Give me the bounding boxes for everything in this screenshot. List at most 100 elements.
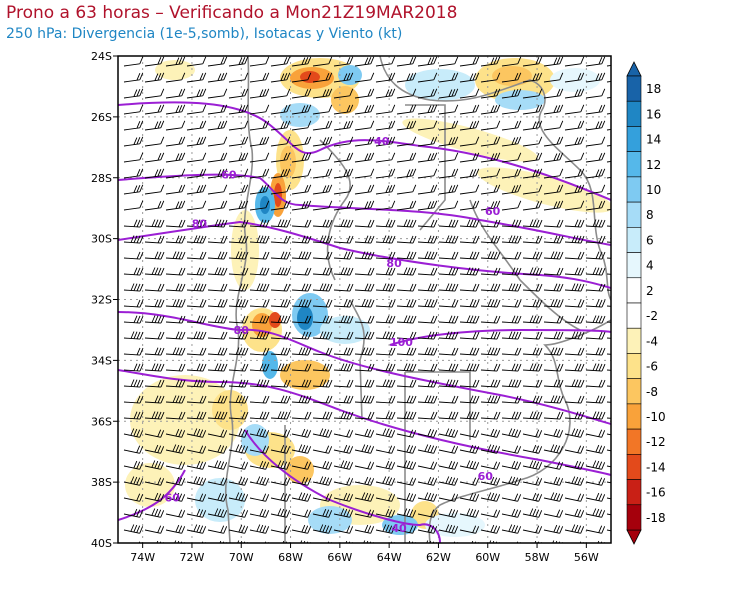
wind-barb (123, 120, 144, 131)
wind-barb (417, 200, 438, 211)
wind-barb (207, 411, 228, 420)
wind-barb (501, 251, 522, 260)
wind-barb (396, 508, 417, 518)
wind-barb (144, 283, 165, 292)
wind-barb (123, 445, 144, 454)
colorbar-swatch (626, 403, 642, 430)
wind-barb (480, 136, 501, 147)
divergence-shading (118, 56, 611, 543)
wind-barb (585, 460, 606, 470)
wind-barb (228, 395, 249, 404)
wind-barb (123, 299, 144, 308)
wind-barb (375, 136, 396, 147)
colorbar-swatch (626, 252, 642, 279)
wind-barb (165, 267, 186, 276)
wind-barb (312, 395, 333, 404)
wind-barb (564, 200, 585, 211)
wind-barb (438, 267, 459, 276)
wind-barb (564, 184, 585, 195)
wind-barb (522, 88, 543, 99)
wind-barb (249, 445, 270, 454)
wind-barb (606, 80, 611, 83)
wind-barb (123, 200, 144, 211)
wind-barb (375, 379, 396, 388)
wind-barb (312, 379, 333, 388)
colorbar-label: 18 (646, 82, 661, 96)
wind-barb (375, 104, 396, 115)
wind-barb (522, 315, 543, 324)
wind-barb (186, 251, 207, 260)
wind-barb (312, 411, 333, 420)
wind-barb (144, 379, 165, 388)
wind-barb (249, 120, 270, 131)
wind-barb (585, 411, 606, 420)
wind-barb (417, 379, 438, 388)
wind-barb (522, 168, 543, 179)
wind-barb (459, 508, 480, 518)
wind-barb (291, 363, 312, 372)
wind-barb (396, 315, 417, 324)
wind-barb (354, 219, 375, 228)
wind-barb (396, 299, 417, 308)
wind-barb (249, 168, 270, 179)
wind-barb (585, 283, 606, 292)
wind-barb (354, 251, 375, 260)
wind-barb (375, 219, 396, 228)
wind-barb (354, 492, 375, 502)
wind-barb (270, 411, 291, 420)
wind-barb (312, 299, 333, 308)
wind-barb (585, 347, 606, 356)
wind-barb (270, 200, 291, 211)
wind-barb (480, 184, 501, 195)
lat-tick-label: 34S (91, 354, 112, 367)
wind-barb (522, 363, 543, 372)
wind-barb (186, 379, 207, 388)
wind-barb (375, 235, 396, 244)
isotach-label: 60 (221, 169, 237, 182)
wind-barb (354, 283, 375, 292)
wind-barb (249, 428, 270, 438)
wind-barb (438, 363, 459, 372)
wind-barb (228, 363, 249, 372)
wind-barb (459, 331, 480, 340)
wind-barb (417, 219, 438, 228)
wind-barb (564, 411, 585, 420)
wind-barb (354, 88, 375, 99)
wind-barb (543, 331, 564, 340)
wind-barb (186, 411, 207, 420)
wind-barb (354, 136, 375, 147)
colorbar-label: 14 (646, 133, 661, 147)
wind-barb (438, 104, 459, 115)
wind-barb (459, 267, 480, 276)
wind-barb (606, 321, 611, 323)
wind-barb (543, 461, 564, 470)
wind-barb (396, 235, 417, 244)
wind-barb (354, 476, 375, 486)
wind-barb (165, 315, 186, 324)
wind-barb (438, 200, 459, 211)
wind-barb (312, 168, 333, 179)
wind-barb (186, 347, 207, 356)
wind-barb (207, 104, 228, 115)
wind-barb (207, 88, 228, 99)
wind-barb (480, 331, 501, 340)
wind-barb (291, 411, 312, 420)
wind-barb (333, 267, 354, 276)
lat-tick-label: 26S (91, 111, 112, 124)
wind-barb (501, 235, 522, 244)
wind-barb (354, 120, 375, 131)
wind-barb (165, 461, 186, 470)
wind-barb (333, 395, 354, 404)
colorbar-bottom-arrow (626, 529, 642, 545)
wind-barb (144, 477, 165, 486)
wind-barb (291, 347, 312, 356)
wind-barb (438, 219, 459, 228)
wind-barb (270, 477, 291, 486)
wind-barb (543, 363, 564, 372)
wind-barb (186, 88, 207, 99)
wind-barb (543, 428, 564, 438)
wind-barb (522, 136, 543, 147)
wind-barb (438, 411, 459, 420)
wind-barb (207, 72, 228, 83)
wind-barb (585, 72, 606, 83)
